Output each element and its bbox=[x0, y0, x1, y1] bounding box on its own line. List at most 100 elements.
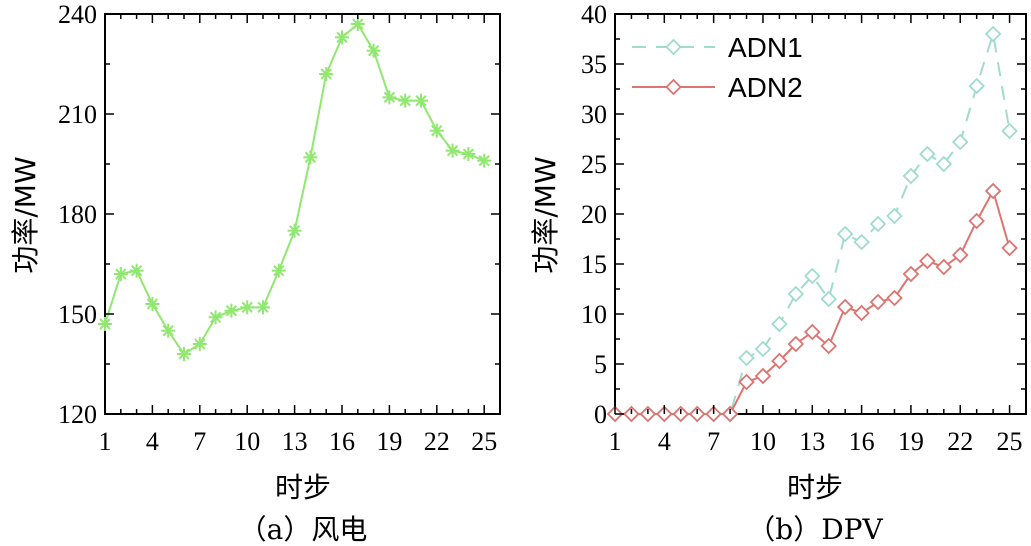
y-tick-label: 35 bbox=[581, 50, 607, 79]
x-tick-label: 4 bbox=[146, 427, 159, 456]
asterisk-stroke bbox=[478, 155, 490, 167]
data-point bbox=[145, 297, 160, 311]
legend-label: ADN2 bbox=[728, 72, 803, 103]
data-point bbox=[886, 207, 903, 225]
data-point bbox=[853, 304, 870, 322]
asterisk-stroke bbox=[415, 95, 427, 107]
asterisk-stroke bbox=[146, 298, 159, 310]
data-point bbox=[804, 323, 821, 341]
data-point bbox=[771, 352, 788, 370]
y-tick-label: 25 bbox=[581, 150, 607, 179]
data-point bbox=[240, 300, 255, 315]
plot-area-b bbox=[606, 13, 1027, 423]
asterisk-stroke bbox=[431, 125, 443, 137]
legend-marker bbox=[665, 78, 682, 96]
data-point bbox=[192, 337, 207, 351]
asterisk-stroke bbox=[383, 91, 396, 103]
data-point bbox=[224, 303, 239, 318]
x-tick-label: 4 bbox=[658, 427, 671, 456]
y-tick-label: 10 bbox=[581, 300, 607, 329]
asterisk-stroke bbox=[99, 318, 111, 330]
data-point bbox=[429, 123, 444, 138]
x-tick-label: 25 bbox=[997, 427, 1023, 456]
plot-frame bbox=[104, 13, 501, 415]
data-point bbox=[161, 323, 176, 338]
caption-a: （a）风电 bbox=[239, 513, 368, 546]
data-point bbox=[445, 143, 460, 158]
data-point bbox=[98, 317, 112, 331]
asterisk-stroke bbox=[462, 148, 475, 160]
series-line-adn2 bbox=[615, 188, 1011, 415]
asterisk-stroke bbox=[399, 95, 411, 107]
data-point bbox=[951, 133, 969, 151]
y-tick-label: 150 bbox=[58, 300, 97, 329]
data-point bbox=[902, 167, 920, 185]
y-axis-label-b: 功率/MW bbox=[529, 156, 562, 273]
data-point bbox=[398, 93, 413, 108]
data-point bbox=[738, 373, 755, 391]
x-tick-label: 7 bbox=[707, 427, 720, 456]
y-axis-label-a: 功率/MW bbox=[9, 156, 42, 273]
y-tick-label: 20 bbox=[581, 200, 607, 229]
asterisk-stroke bbox=[130, 265, 143, 277]
y-tick-label: 210 bbox=[58, 100, 97, 129]
asterisk-stroke bbox=[304, 151, 317, 163]
x-axis-label-b: 时步 bbox=[787, 471, 843, 504]
data-point bbox=[804, 267, 821, 285]
data-point bbox=[477, 153, 492, 168]
data-point bbox=[919, 145, 936, 163]
asterisk-stroke bbox=[273, 265, 285, 277]
x-tick-label: 16 bbox=[329, 427, 355, 456]
asterisk-stroke bbox=[288, 225, 301, 237]
data-point bbox=[853, 233, 870, 251]
y-tick-label: 30 bbox=[581, 100, 607, 129]
x-tick-label: 22 bbox=[947, 427, 973, 456]
data-point bbox=[951, 246, 969, 264]
x-tick-label: 13 bbox=[282, 427, 308, 456]
data-point bbox=[787, 335, 805, 353]
x-tick-label: 13 bbox=[799, 427, 825, 456]
y-tick-label: 180 bbox=[58, 200, 97, 229]
y-tick-label: 5 bbox=[594, 350, 607, 379]
legend-marker bbox=[665, 38, 682, 56]
asterisk-stroke bbox=[115, 268, 127, 280]
plot-frame bbox=[614, 13, 1027, 415]
asterisk-stroke bbox=[446, 145, 459, 157]
data-point bbox=[1001, 239, 1018, 257]
data-point bbox=[820, 337, 837, 355]
y-tick-label: 15 bbox=[581, 250, 607, 279]
plot-area-a bbox=[98, 13, 501, 415]
asterisk-stroke bbox=[178, 348, 190, 360]
x-axis-label-a: 时步 bbox=[275, 471, 331, 504]
data-point bbox=[256, 300, 270, 315]
x-tick-label: 10 bbox=[234, 427, 260, 456]
x-tick-label: 22 bbox=[424, 427, 450, 456]
y-tick-label: 40 bbox=[581, 0, 607, 29]
x-tick-label: 1 bbox=[609, 427, 622, 456]
data-point bbox=[754, 340, 772, 358]
asterisk-stroke bbox=[209, 311, 222, 323]
asterisk-stroke bbox=[352, 18, 364, 30]
y-tick-label: 120 bbox=[58, 400, 97, 429]
asterisk-stroke bbox=[257, 301, 269, 313]
data-point bbox=[771, 315, 788, 333]
axis-ticks-a: 1 4 7 10 13 16 19 22 25 120 150 180 210 240 bbox=[58, 0, 501, 456]
series-line-wind bbox=[104, 22, 485, 356]
data-point bbox=[366, 43, 381, 58]
data-point bbox=[820, 290, 837, 308]
data-point bbox=[836, 298, 854, 316]
data-point bbox=[129, 263, 144, 278]
data-point bbox=[335, 30, 349, 45]
data-point bbox=[869, 293, 887, 311]
asterisk-stroke bbox=[367, 45, 380, 57]
y-tick-label: 240 bbox=[58, 0, 97, 29]
data-point bbox=[303, 150, 318, 165]
x-tick-label: 19 bbox=[898, 427, 924, 456]
x-tick-label: 1 bbox=[99, 427, 112, 456]
data-point bbox=[984, 25, 1002, 43]
data-point bbox=[836, 225, 854, 243]
chart-dpv-power: 1 4 7 10 13 16 19 22 25 0 5 10 15 20 25 30 35 40 ADN1 ADN2… bbox=[529, 0, 1027, 546]
x-tick-label: 19 bbox=[376, 427, 402, 456]
